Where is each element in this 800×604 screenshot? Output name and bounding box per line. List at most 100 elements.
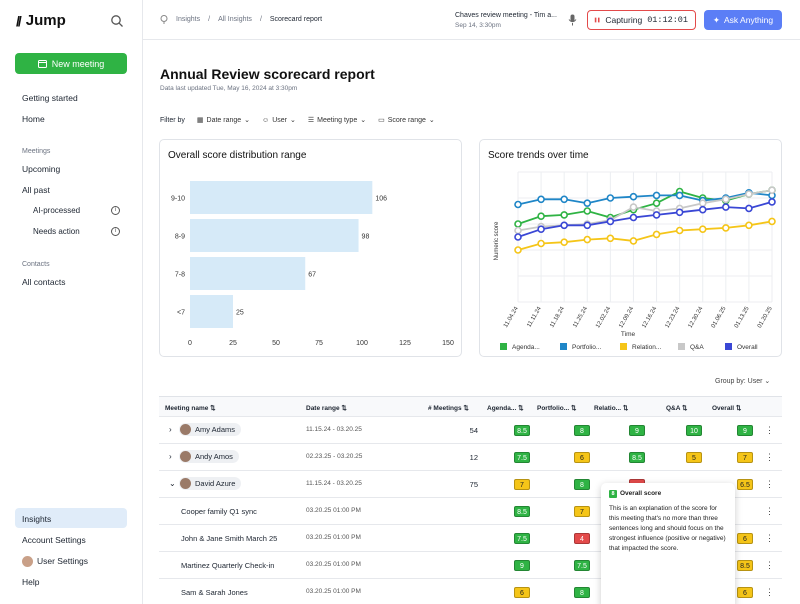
date-range-filter[interactable]: ▦ Date range ⌄ (197, 116, 250, 125)
logo[interactable]: // Jump (16, 12, 66, 29)
user-pill[interactable]: David Azure (179, 477, 242, 491)
score-badge[interactable]: 8.5 (514, 425, 530, 436)
score-badge[interactable]: 9 (514, 560, 530, 571)
sidebar-item-upcoming[interactable]: Upcoming (22, 164, 61, 174)
user-filter[interactable]: ☺ User ⌄ (262, 116, 296, 125)
avatar (22, 556, 33, 568)
pause-icon[interactable] (594, 16, 600, 24)
table-row[interactable]: Martinez Quarterly Check-in 03.20.25 01:0… (159, 552, 782, 579)
column-header[interactable]: Date range ⇅ (306, 405, 347, 412)
search-icon[interactable] (110, 14, 124, 28)
data-point (606, 194, 615, 202)
more-options-icon[interactable]: ⋮ (765, 533, 774, 543)
column-header[interactable]: Meeting name ⇅ (165, 405, 216, 412)
table-row[interactable]: › Amy Adams 11.15.24 - 03.20.25 54 8.5 8 9 10 9 ⋮ (159, 417, 782, 444)
expand-toggle-icon[interactable]: › (169, 425, 172, 434)
score-badge[interactable]: 6 (737, 587, 753, 598)
table-row[interactable]: John & Jane Smith March 25 03.20.25 01:00… (159, 525, 782, 552)
lightbulb-icon (160, 15, 168, 24)
group-by-select[interactable]: Group by: User ⌄ (715, 377, 770, 385)
jump-logo-icon: // (16, 12, 22, 29)
score-badge[interactable]: 7.5 (574, 560, 590, 571)
score-badge[interactable]: 7 (514, 479, 530, 490)
new-meeting-button[interactable]: New meeting (15, 53, 127, 74)
breadcrumb-insights[interactable]: Insights (176, 16, 201, 23)
sidebar-item-ai-processed[interactable]: AI-processed (33, 206, 81, 215)
score-badge[interactable]: 6.5 (737, 479, 753, 490)
expand-toggle-icon[interactable]: › (169, 452, 172, 461)
capture-timer: 01:12:01 (647, 15, 688, 25)
sidebar-item-account-settings[interactable]: Account Settings (22, 535, 86, 545)
column-header[interactable]: Agenda... ⇅ (487, 405, 524, 412)
more-options-icon[interactable]: ⋮ (765, 425, 774, 435)
bar-category-label: 9-10 (171, 196, 185, 203)
more-options-icon[interactable]: ⋮ (765, 587, 774, 597)
score-badge[interactable]: 7.5 (514, 533, 530, 544)
column-header-label: Portfolio... (537, 405, 570, 412)
microphone-icon[interactable] (568, 14, 577, 26)
score-badge[interactable]: 6 (574, 452, 590, 463)
more-options-icon[interactable]: ⋮ (765, 560, 774, 570)
score-badge[interactable]: 8 (574, 425, 590, 436)
score-range-filter[interactable]: ▭ Score range ⌄ (378, 116, 435, 125)
column-header[interactable]: # Meetings ⇅ (428, 405, 469, 412)
column-header[interactable]: Q&A ⇅ (666, 405, 688, 412)
score-badge[interactable]: 6 (737, 533, 753, 544)
score-badge[interactable]: 6 (514, 587, 530, 598)
meeting-name[interactable]: John & Jane Smith March 25 (181, 534, 278, 543)
score-badge[interactable]: 8.5 (737, 560, 753, 571)
info-icon[interactable]: i (111, 206, 120, 215)
more-options-icon[interactable]: ⋮ (765, 506, 774, 516)
meeting-name[interactable]: Sam & Sarah Jones (181, 588, 248, 597)
data-point (629, 192, 638, 201)
column-header[interactable]: Portfolio... ⇅ (537, 405, 577, 412)
sidebar-item-all-contacts[interactable]: All contacts (22, 277, 66, 287)
data-point (745, 190, 753, 198)
more-options-icon[interactable]: ⋮ (765, 479, 774, 489)
sidebar-item-needs-action[interactable]: Needs action (33, 227, 80, 236)
legend-label: Overall (737, 344, 758, 351)
score-badge[interactable]: 7 (574, 506, 590, 517)
more-options-icon[interactable]: ⋮ (765, 452, 774, 462)
column-header[interactable]: Relatio... ⇅ (594, 405, 629, 412)
current-meeting-info[interactable]: Chaves review meeting - Tim a... Sep 14,… (455, 11, 557, 31)
score-badge[interactable]: 7 (737, 452, 753, 463)
sidebar-item-user-settings[interactable]: User Settings (22, 556, 88, 568)
user-pill[interactable]: Andy Amos (179, 450, 239, 464)
score-badge[interactable]: 10 (686, 425, 702, 436)
meeting-name[interactable]: Martinez Quarterly Check-in (181, 561, 275, 570)
score-badge[interactable]: 8.5 (514, 506, 530, 517)
expand-toggle-icon[interactable]: ⌄ (169, 479, 176, 488)
sidebar-item-getting-started[interactable]: Getting started (22, 93, 78, 103)
capturing-status[interactable]: Capturing 01:12:01 (587, 10, 696, 30)
user-pill[interactable]: Amy Adams (179, 423, 242, 437)
breadcrumb-separator: / (208, 16, 211, 23)
meeting-title: Chaves review meeting - Tim a... (455, 12, 557, 19)
sidebar-item-help[interactable]: Help (22, 577, 40, 587)
table-row[interactable]: Cooper family Q1 sync 03.20.25 01:00 PM 8.… (159, 498, 782, 525)
x-tick-label: 0 (188, 340, 192, 347)
score-badge[interactable]: 8.5 (629, 452, 645, 463)
sidebar-item-all-past[interactable]: All past (22, 185, 50, 195)
meeting-name[interactable]: Cooper family Q1 sync (181, 507, 257, 516)
x-tick-label: 01.06.25 (711, 305, 728, 329)
meeting-type-filter[interactable]: ☰ Meeting type ⌄ (308, 116, 366, 125)
data-point (652, 211, 661, 219)
score-badge[interactable]: 7.5 (514, 452, 530, 463)
scorecard-table: Meeting name ⇅ Date range ⇅ # Meetings ⇅… (159, 396, 782, 598)
score-badge[interactable]: 8 (574, 479, 590, 490)
table-row[interactable]: › Andy Amos 02.23.25 - 03.20.25 12 7.5 6 8.5 5 7… (159, 444, 782, 471)
ask-anything-button[interactable]: ✦ Ask Anything (704, 10, 782, 30)
sidebar-item-insights[interactable]: Insights (22, 514, 52, 524)
score-badge[interactable]: 9 (629, 425, 645, 436)
sidebar-item-home[interactable]: Home (22, 114, 45, 124)
score-badge[interactable]: 4 (574, 533, 590, 544)
score-badge[interactable]: 8 (574, 587, 590, 598)
breadcrumb-all-insights[interactable]: All Insights (218, 16, 252, 23)
logo-text: Jump (25, 12, 66, 29)
info-icon[interactable]: i (111, 227, 120, 236)
score-badge[interactable]: 5 (686, 452, 702, 463)
data-point (560, 221, 568, 230)
score-badge[interactable]: 9 (737, 425, 753, 436)
column-header[interactable]: Overall ⇅ (712, 405, 742, 412)
